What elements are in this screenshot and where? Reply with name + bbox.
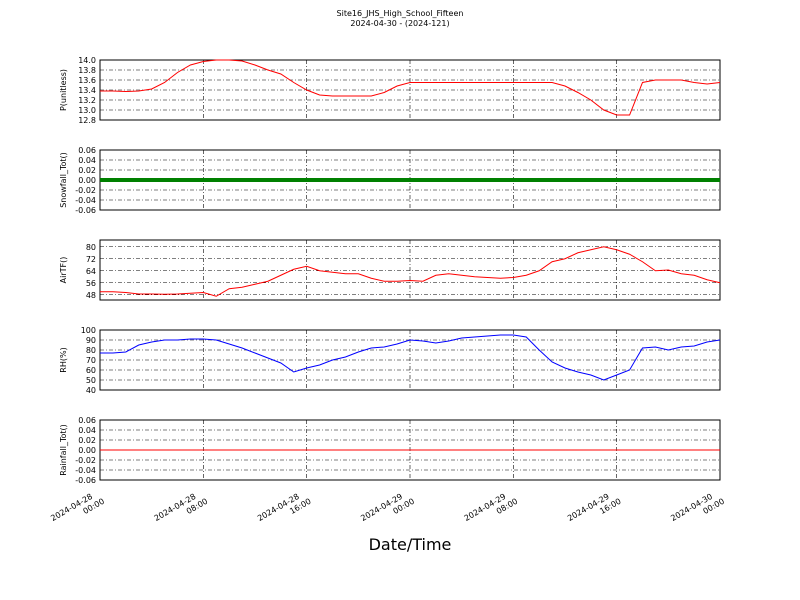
plot-frame xyxy=(99,59,721,121)
y-tick-label: 80 xyxy=(86,346,96,355)
y-tick-label: 13.0 xyxy=(78,106,96,115)
x-tick-label: 2024-04-2900:00 xyxy=(359,488,416,532)
y-tick-label: 48 xyxy=(86,291,96,300)
x-tick-label: 2024-04-2916:00 xyxy=(566,488,623,532)
y-tick-label: 0.02 xyxy=(78,436,96,445)
x-tick-label: 2024-04-2808:00 xyxy=(153,488,210,532)
y-tick-label: 0.00 xyxy=(78,176,96,185)
x-tick-label: 2024-04-3000:00 xyxy=(669,488,726,532)
x-tick-label: 2024-04-2800:00 xyxy=(49,488,106,532)
x-axis-label: Date/Time xyxy=(369,535,452,554)
y-tick-label: 13.4 xyxy=(78,86,96,95)
y-tick-label: 0.06 xyxy=(78,416,96,425)
y-tick-label: 70 xyxy=(86,356,96,365)
y-tick-label: 0.04 xyxy=(78,156,96,165)
data-line xyxy=(100,246,721,297)
y-tick-label: 0.00 xyxy=(78,446,96,455)
y-tick-label: 12.8 xyxy=(78,116,96,125)
y-tick-label: 0.04 xyxy=(78,426,96,435)
y-tick-label: 13.2 xyxy=(78,96,96,105)
y-tick-label: 50 xyxy=(86,376,96,385)
y-tick-label: 80 xyxy=(86,243,96,252)
y-tick-label: 14.0 xyxy=(78,56,96,65)
y-tick-label: 90 xyxy=(86,336,96,345)
plot-frame xyxy=(99,329,721,391)
data-line xyxy=(100,59,721,116)
y-tick-label: 0.02 xyxy=(78,166,96,175)
y-axis-label: AirTF() xyxy=(59,257,68,284)
y-tick-label: -0.02 xyxy=(75,186,96,195)
y-tick-label: 60 xyxy=(86,366,96,375)
chart-subtitle: 2024-04-30 - (2024-121) xyxy=(350,19,449,28)
y-tick-label: -0.04 xyxy=(75,466,96,475)
y-tick-label: 13.6 xyxy=(78,76,96,85)
y-tick-label: 13.8 xyxy=(78,66,96,75)
y-axis-label: Rainfall_Tot() xyxy=(59,424,68,476)
y-axis-label: Snowfall_Tot() xyxy=(59,152,68,208)
y-tick-label: 72 xyxy=(86,255,96,264)
y-tick-label: 100 xyxy=(81,326,96,335)
x-tick-label: 2024-04-2908:00 xyxy=(463,488,520,532)
y-tick-label: -0.04 xyxy=(75,196,96,205)
y-tick-label: -0.06 xyxy=(75,476,96,485)
y-tick-label: -0.02 xyxy=(75,456,96,465)
y-tick-label: 40 xyxy=(86,386,96,395)
y-tick-label: 56 xyxy=(86,279,96,288)
y-tick-label: 0.06 xyxy=(78,146,96,155)
y-tick-label: -0.06 xyxy=(75,206,96,215)
y-axis-label: P(unitless) xyxy=(59,69,68,111)
y-axis-label: RH(%) xyxy=(59,347,68,372)
plot-frame xyxy=(99,239,721,301)
data-line xyxy=(100,334,721,381)
x-tick-label: 2024-04-2816:00 xyxy=(256,488,313,532)
y-tick-label: 64 xyxy=(86,267,96,276)
chart-title: Site16_JHS_High_School_Fifteen xyxy=(337,9,464,18)
